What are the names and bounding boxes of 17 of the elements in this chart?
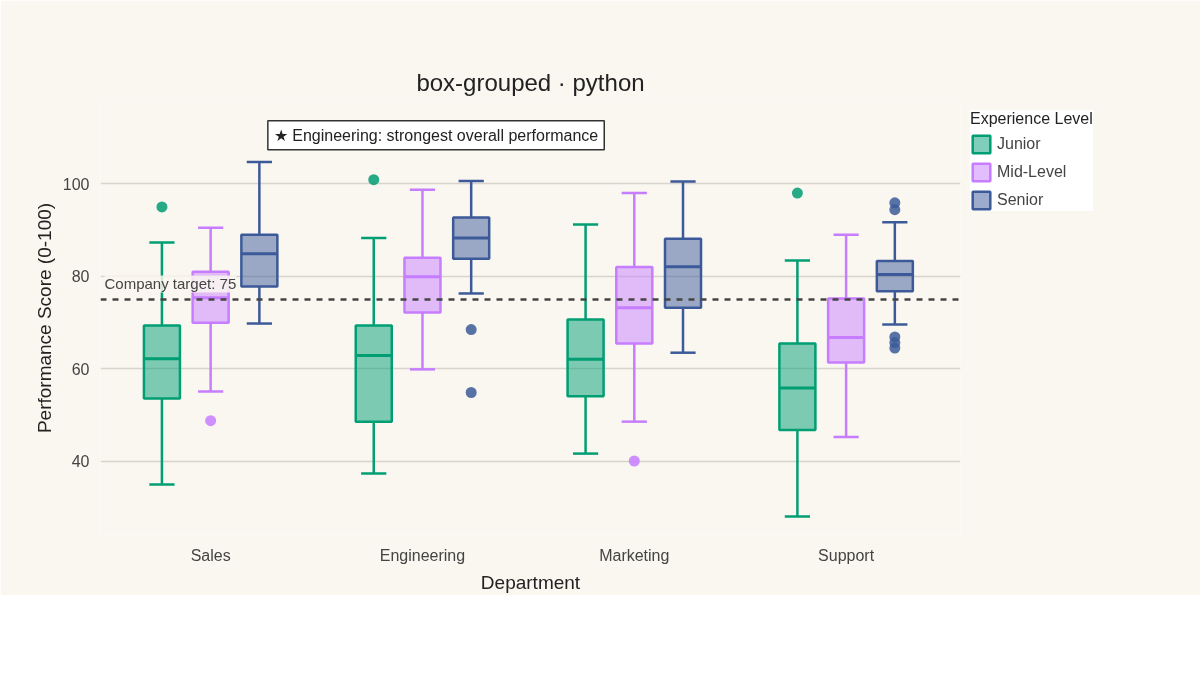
legend-label: Senior bbox=[997, 191, 1044, 209]
x-axis-title: Department bbox=[480, 571, 581, 593]
x-tick-label: Sales bbox=[190, 546, 231, 564]
x-tick-label: Support bbox=[818, 546, 875, 564]
ref-line-label: Company target: 75 bbox=[104, 275, 237, 293]
annotation: ★ Engineering: strongest overall performance bbox=[273, 126, 599, 144]
x-tick-label: Marketing bbox=[599, 546, 670, 564]
legend-label: Mid-Level bbox=[997, 163, 1067, 181]
y-tick-label: 80 bbox=[71, 268, 90, 286]
x-tick-label: Engineering bbox=[379, 546, 466, 564]
y-axis-title: Performance Score (0-100) bbox=[33, 202, 55, 434]
y-tick-label: 60 bbox=[71, 360, 90, 378]
chart-title: box-grouped · python bbox=[416, 68, 645, 96]
legend-label: Junior bbox=[997, 135, 1041, 153]
legend-title: Experience Level bbox=[970, 110, 1093, 128]
y-tick-label: 40 bbox=[71, 453, 90, 471]
y-tick-label: 100 bbox=[62, 175, 90, 193]
